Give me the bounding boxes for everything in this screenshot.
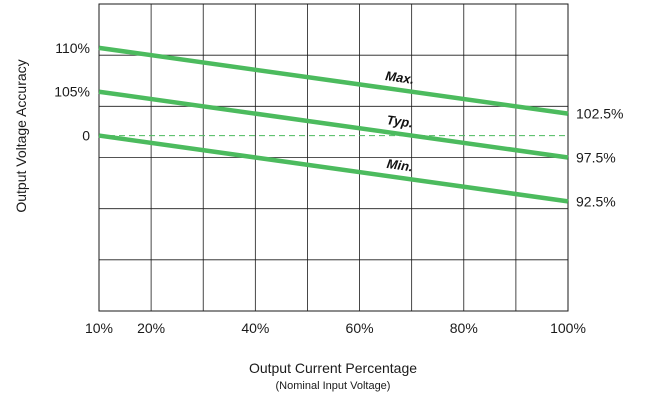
series-end-label: 102.5% [576,106,623,122]
series-label: Typ. [386,112,414,130]
x-axis-title: Output Current Percentage [249,360,417,376]
end-labels: 102.5% 97.5% 92.5% [576,106,623,210]
x-tick-label: 60% [346,320,374,336]
series-line-1 [98,45,569,116]
series-labels: Max. Typ. Min. [384,68,415,174]
grid [98,3,569,312]
y-tick-label: 105% [54,84,90,100]
series-end-label: 97.5% [576,150,616,166]
series-lines [98,45,569,204]
x-tick-label: 10% [85,320,113,336]
x-tick-label: 80% [450,320,478,336]
y-tick-label: 0 [82,128,90,144]
y-axis-title: Output Voltage Accuracy [13,59,29,212]
series-line-2 [98,89,569,160]
x-tick-label: 100% [550,320,586,336]
series-label: Max. [384,68,415,87]
series-line-3 [98,133,569,204]
x-tick-label: 20% [137,320,165,336]
y-tick-label: 110% [55,40,90,56]
series-label: Min. [386,156,414,174]
x-tick-labels: 10% 20% 40% 60% 80% 100% [85,320,586,336]
y-tick-labels: 110% 105% 0 [54,40,90,144]
series-end-label: 92.5% [576,193,616,209]
x-axis-subtitle: (Nominal Input Voltage) [276,380,391,392]
x-tick-label: 40% [241,320,269,336]
